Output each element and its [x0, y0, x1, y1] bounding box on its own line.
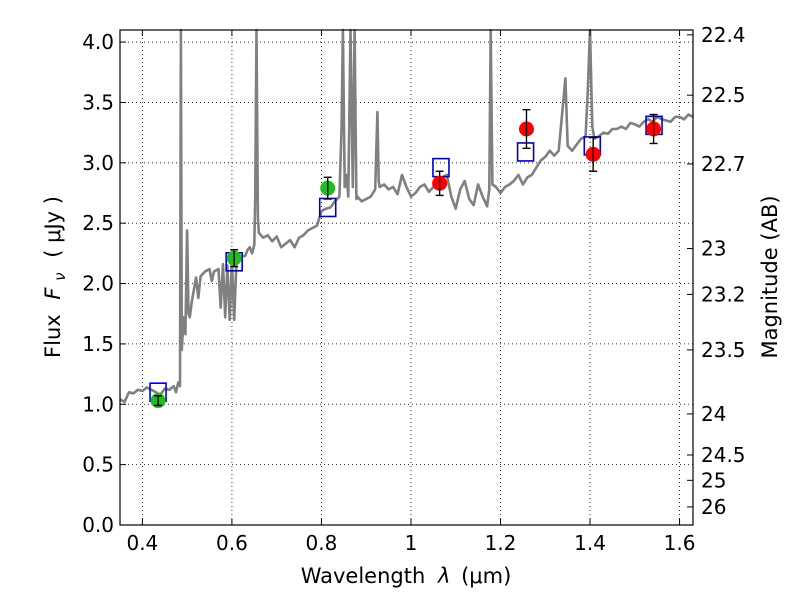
y-tick-label: 2.0 [82, 272, 114, 296]
spectrum-layer [119, 28, 694, 404]
x-tick-label: 1.6 [664, 531, 696, 555]
magnitude-tick-label: 22.4 [701, 23, 746, 47]
magnitude-tick-label: 22.7 [701, 152, 746, 176]
magnitude-tick-label: 25 [701, 468, 726, 492]
x-tick-label: 0.8 [306, 531, 338, 555]
magnitude-axis-label: Magnitude (AB) [758, 195, 782, 358]
magnitude-tick-label: 24.5 [701, 443, 746, 467]
x-tick-label: 1.2 [485, 531, 517, 555]
y-tick-label: 3.5 [82, 90, 114, 114]
y-tick-label: 4.0 [82, 30, 114, 54]
x-tick-label: 1.4 [574, 531, 606, 555]
x-tick-label: 0.4 [126, 531, 158, 555]
magnitude-tick-label: 22.5 [701, 83, 746, 107]
y-tick-label: 1.0 [82, 392, 114, 416]
magnitude-tick-label: 23 [701, 237, 726, 261]
y-tick-label: 0.5 [82, 453, 114, 477]
grid-layer [120, 30, 693, 526]
y-tick-label: 2.5 [82, 211, 114, 235]
magnitude-tick-label: 23.5 [701, 338, 746, 362]
magnitude-tick-label: 24 [701, 402, 726, 426]
magnitude-tick-label: 26 [701, 495, 726, 519]
x-axis-label: Wavelength λ (μm) [301, 564, 512, 588]
y-tick-label: 3.0 [82, 151, 114, 175]
y-axis-label: Flux F ν ( μJy ) [41, 196, 70, 358]
y-tick-label: 1.5 [82, 332, 114, 356]
observed-photometry-layer [150, 108, 662, 409]
magnitude-tick-label: 23.2 [701, 282, 746, 306]
model-band-flux-square [516, 142, 535, 162]
plot-frame [119, 29, 694, 526]
x-tick-label: 1 [405, 531, 418, 555]
y-tick-label: 0.0 [82, 513, 114, 537]
model-spectrum-line [119, 28, 694, 404]
x-tick-label: 0.6 [216, 531, 248, 555]
tick-layer: 0.4 0.6 0.8 1 1.2 1.4 1.6 0.0 0.5 1.0 1.5 2.0 2.5 3.0… [82, 23, 745, 555]
